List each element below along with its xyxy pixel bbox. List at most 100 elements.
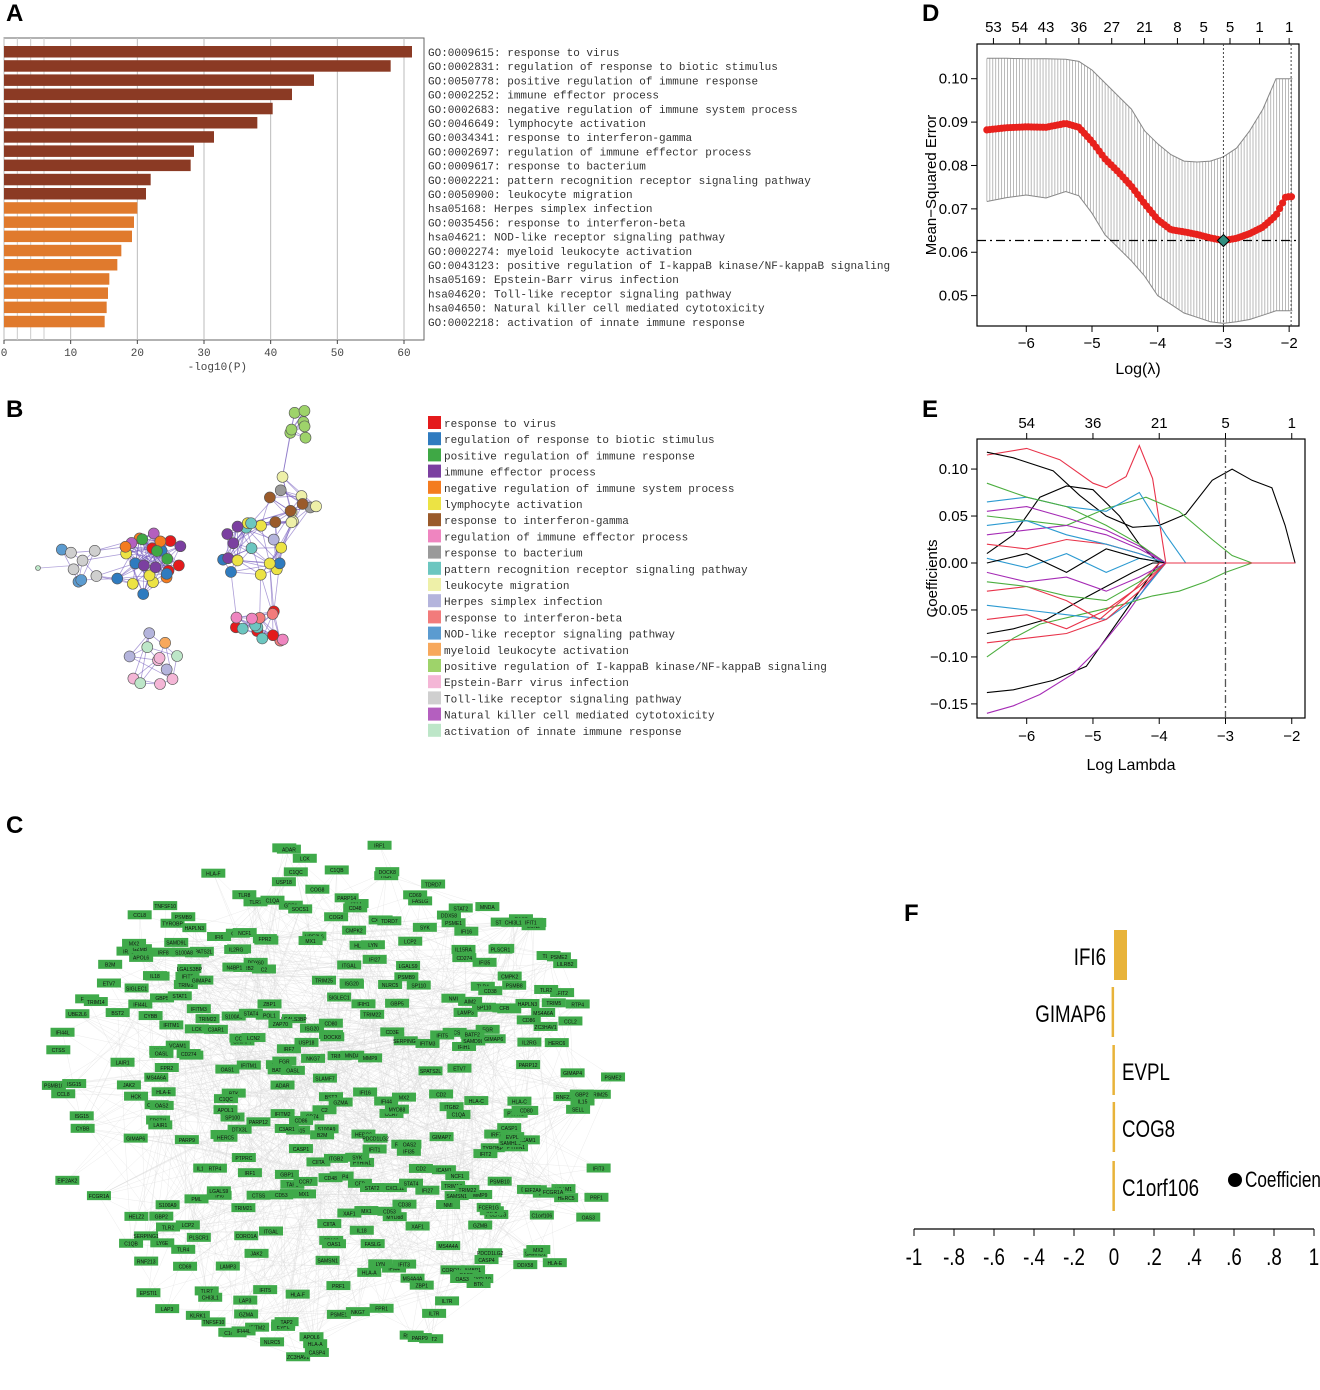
gene-node: CHI3L1 [501,918,525,927]
gene-node-label: PARP9 [412,1336,428,1342]
gene-node-label: MS4A6A [533,1011,553,1017]
gene-node: CTSS [46,1045,70,1054]
bar [4,145,194,157]
network-edge [231,572,236,618]
gene-node: PML [184,1194,208,1203]
gene-node-label: C1QC [219,1097,233,1103]
gene-node: TYROBP [161,919,185,928]
gene-node-label: IL7R [442,1299,453,1305]
network-node [137,534,148,545]
gene-node-label: ISG15 [75,1114,89,1120]
coefficient-path [987,486,1295,563]
gene-node: HLA-E [152,1087,176,1096]
network-node [135,678,146,689]
gene-node-label: IFI27 [369,958,381,964]
gene-node-label: TYROBP [162,922,183,928]
gene-node-label: IRF7 [284,1047,295,1053]
gene-node: IFI16 [454,927,478,936]
gene-node: PSMB8 [502,981,526,990]
bar-label: GO:0043123: positive regulation of I-kap… [428,261,890,273]
gene-node-label: IL2RG [229,948,244,954]
bar-label: GO:0002221: pattern recognition receptor… [428,176,811,188]
gene-node: TDRD7 [421,880,445,889]
x-tick-label: −4 [1151,728,1168,745]
gene-node: LGALS9 [207,1186,231,1195]
gene-node-label: FGR [279,1059,290,1065]
gene-node: IRF1 [368,841,392,850]
gene-node-label: COG8 [329,915,343,921]
gene-node-label: TLR2 [162,1225,174,1231]
gene-node-label: LCN2 [247,1036,260,1042]
gene-node-label: LAP3 [239,1298,251,1304]
gene-node: C1orf106 [530,1211,554,1220]
gene-node: C3AR1 [204,1025,228,1034]
legend-label: myeloid leukocyte activation [444,646,629,658]
gene-node-label: NMI [449,996,458,1002]
y-tick-label: 0.10 [939,71,968,88]
gene-node: FASLG [361,1239,385,1248]
bar [4,302,107,314]
x-axis-label: Log(λ) [1115,361,1160,378]
gene-node-label: TLR7 [249,900,261,906]
gene-node-label: IFIH1 [458,1045,470,1051]
coefficient-path [987,563,1295,634]
gene-node-label: LCK [192,1027,202,1033]
gene-node-label: IFIT3 [593,1166,605,1172]
bar [4,259,117,271]
gene-node: TRIM21 [231,1203,255,1212]
gene-node: B2M [310,1130,334,1139]
x-tick-label: 0 [1109,1244,1119,1271]
legend-label: lymphocyte activation [444,500,583,512]
gene-node: GZMB [468,1221,492,1230]
gene-interaction-network: TRIM22IFI44LOAS1OAS2OAS3MX1MX2ISG15IFIT1… [0,810,700,1390]
top-tick-label: 1 [1255,19,1263,36]
network-node [299,421,310,432]
gene-node: PSME1 [442,918,466,927]
gene-node-label: OAS3 [582,1215,596,1221]
gene-node-label: GZMB [133,947,148,953]
gene-node: ZBP1 [258,999,282,1008]
top-tick-label: 5 [1226,19,1234,36]
x-tick-label: −6 [1018,728,1035,745]
gene-node-label: CD48 [324,1176,337,1182]
network-node [144,628,155,639]
gene-node-label: SERPING1 [393,1039,419,1045]
gene-node: IFIT5 [253,1285,277,1294]
gene-node-label: PSMB10 [490,1180,510,1186]
gene-node-label: C1QA [452,1113,466,1119]
gene-node-label: CCL2 [564,1019,577,1025]
gene-node: CD3E [380,1027,404,1036]
network-node [246,613,257,624]
gene-node-label: ITGAL [342,963,357,969]
gene-node: IFI44L [128,1000,152,1009]
network-node [155,679,166,690]
gene-node: HAPLN3 [515,999,539,1008]
gene-node: FGR [272,1057,296,1066]
y-tick-label: 0.10 [939,461,968,478]
gene-node-label: JAK2 [123,1083,135,1089]
legend-swatch [428,448,441,461]
bar [4,160,191,172]
gene-node: LGALS9 [396,961,420,970]
gene-node-label: IFI44 [380,1099,392,1105]
gene-node: MS4A6A [531,1008,555,1017]
gene-node-label: IFI35 [403,1150,415,1156]
gene-node: CMPK2 [498,972,522,981]
top-tick-label: 54 [1018,415,1035,432]
gene-node-label: MX2 [399,1095,410,1101]
gene-node-label: ISG20 [344,981,358,987]
gene-node-label: LAMP3 [457,1011,474,1017]
legend-label: positive regulation of I-kappaB kinase/N… [444,662,827,674]
gene-node: OAS3 [450,1274,474,1283]
x-tick-label: -.6 [983,1244,1005,1271]
gene-node: IL18 [143,971,167,980]
gene-node-label: CD2 [436,1092,446,1098]
gene-node-label: IRF8 [158,950,169,956]
network-node [150,562,161,573]
gene-node: HELZ2 [124,1212,148,1221]
x-tick-label: -.4 [1023,1244,1045,1271]
gene-node-label: KLRK1 [190,1314,206,1320]
gene-node-label: USP18 [276,880,292,886]
gene-node-label: GIMAP4 [563,1071,582,1077]
